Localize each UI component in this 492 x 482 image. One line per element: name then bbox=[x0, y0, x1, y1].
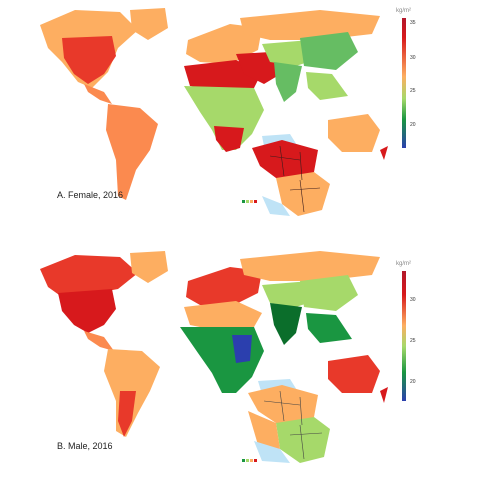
region-europe-b bbox=[186, 267, 262, 307]
region-central-america-a bbox=[84, 84, 112, 104]
world-map-male bbox=[40, 251, 388, 463]
region-usa-a bbox=[62, 36, 116, 84]
region-australia-b bbox=[328, 355, 380, 393]
inset-borders-b bbox=[263, 390, 323, 460]
region-africa-a bbox=[184, 86, 264, 150]
region-south-america-a bbox=[106, 104, 158, 200]
colorbar-tick: 25 bbox=[410, 88, 416, 94]
region-central-america-b bbox=[84, 331, 114, 351]
panel-female-2016: A. Female, 2016 kg/m² 35 30 25 20 bbox=[40, 8, 416, 216]
region-nz-a bbox=[380, 146, 388, 160]
region-canada-b bbox=[40, 255, 138, 297]
region-india-b bbox=[270, 303, 302, 345]
region-argentina-b bbox=[118, 391, 136, 437]
panel-title-male: B. Male, 2016 bbox=[57, 441, 113, 451]
inset-south-b bbox=[276, 417, 330, 463]
iran-inset-female bbox=[252, 134, 330, 216]
colorbar-tick: 20 bbox=[410, 379, 416, 385]
colorbar-tick: 30 bbox=[410, 55, 416, 61]
colorbar-tick: 20 bbox=[410, 122, 416, 128]
panel-male-2016: B. Male, 2016 kg/m² 30 25 20 bbox=[0, 241, 492, 482]
region-greenland-b bbox=[130, 251, 168, 283]
region-east-africa-b bbox=[232, 335, 252, 363]
region-russia-b bbox=[240, 251, 380, 281]
inset-borders-a bbox=[269, 145, 321, 213]
region-southeast-asia-a bbox=[306, 72, 348, 100]
colorbar-male bbox=[402, 271, 406, 401]
region-south-africa-a bbox=[214, 126, 244, 152]
iran-inset-male bbox=[248, 379, 330, 463]
legend-box-male bbox=[234, 459, 264, 471]
legend-box-female bbox=[234, 200, 264, 212]
colorbar-unit-male: kg/m² bbox=[396, 261, 411, 267]
region-greenland-a bbox=[130, 8, 168, 40]
region-australia-a bbox=[328, 114, 380, 152]
colorbar-unit-female: kg/m² bbox=[396, 8, 411, 14]
colorbar-tick: 25 bbox=[410, 338, 416, 344]
region-southeast-asia-b bbox=[306, 313, 352, 343]
inset-gulf-a bbox=[262, 196, 290, 216]
inset-west-b bbox=[248, 411, 280, 449]
region-north-africa-b bbox=[184, 301, 262, 331]
inset-south-a bbox=[276, 172, 330, 216]
region-china-a bbox=[300, 32, 358, 70]
panel-title-female: A. Female, 2016 bbox=[57, 190, 124, 200]
colorbar-tick: 35 bbox=[410, 20, 416, 26]
inset-gulf-b bbox=[254, 441, 290, 463]
world-map-female bbox=[40, 8, 388, 216]
region-china-b bbox=[300, 275, 358, 311]
region-nz-b bbox=[380, 387, 388, 403]
colorbar-tick: 30 bbox=[410, 297, 416, 303]
region-russia-a bbox=[240, 10, 380, 40]
region-usa-b bbox=[58, 289, 116, 333]
inset-north-b bbox=[248, 385, 318, 425]
region-india-a bbox=[274, 62, 302, 102]
colorbar-female bbox=[402, 18, 406, 148]
